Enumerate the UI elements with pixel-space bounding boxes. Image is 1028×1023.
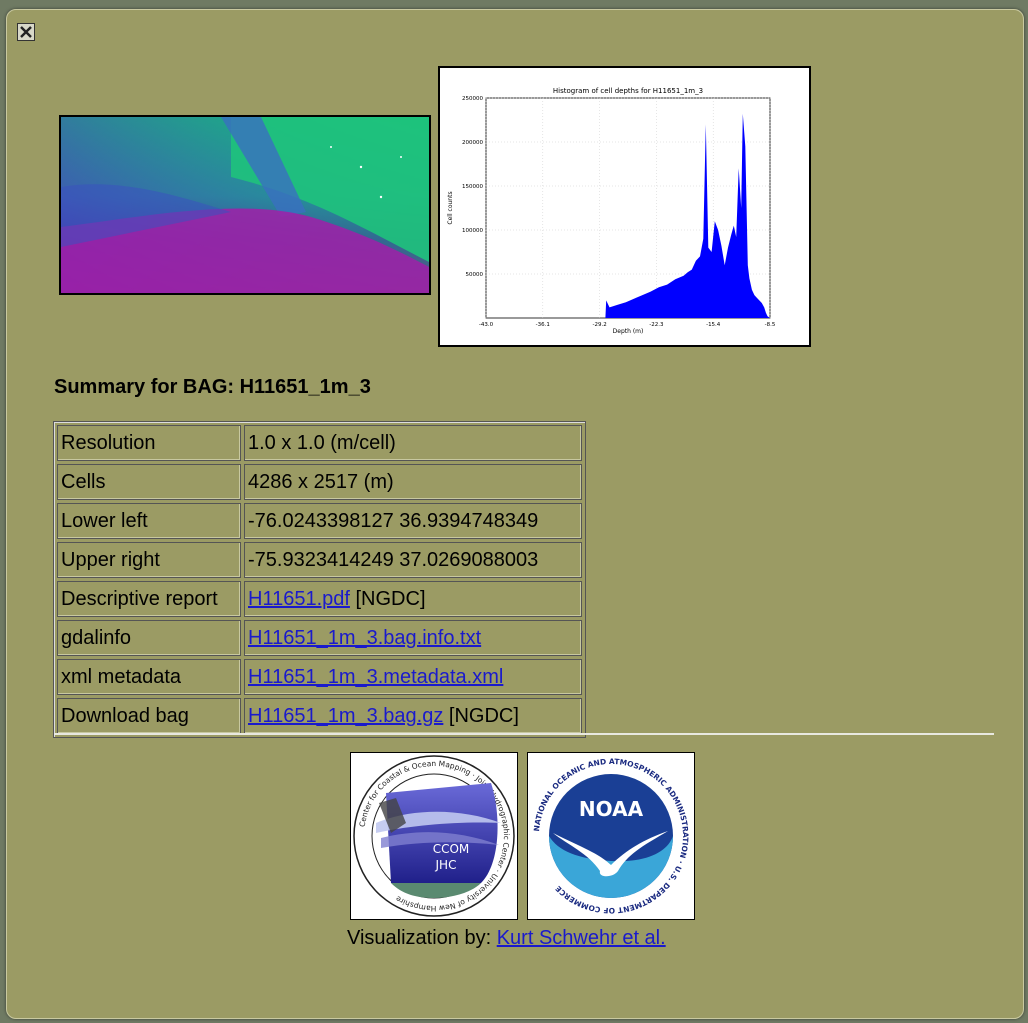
noaa-logo[interactable]: NATIONAL OCEANIC AND ATMOSPHERIC ADMINIS…	[527, 752, 695, 920]
info-popup: Histogram of cell depths for H11651_1m_3…	[6, 9, 1024, 1019]
x-tick-label: -22.3	[649, 322, 664, 328]
y-tick-label: 100000	[462, 228, 483, 234]
row-key: Descriptive report	[57, 581, 241, 617]
row-value: H11651_1m_3.metadata.xml	[244, 659, 582, 695]
row-value: H11651_1m_3.bag.info.txt	[244, 620, 582, 656]
table-row: Descriptive report H11651.pdf [NGDC]	[57, 581, 582, 617]
close-button[interactable]	[17, 23, 35, 41]
ccom-label: CCOM	[433, 842, 470, 856]
table-row: xml metadata H11651_1m_3.metadata.xml	[57, 659, 582, 695]
table-row: Download bag H11651_1m_3.bag.gz [NGDC]	[57, 698, 582, 734]
row-key: xml metadata	[57, 659, 241, 695]
summary-title: Summary for BAG: H11651_1m_3	[54, 376, 371, 398]
row-suffix: [NGDC]	[349, 587, 426, 610]
y-tick-label: 200000	[462, 140, 483, 146]
summary-table: Resolution 1.0 x 1.0 (m/cell) Cells 4286 x …	[53, 421, 586, 738]
row-key: Download bag	[57, 698, 241, 734]
table-row: Cells 4286 x 2517 (m)	[57, 464, 582, 500]
table-row: Resolution 1.0 x 1.0 (m/cell)	[57, 425, 582, 461]
row-suffix: [NGDC]	[443, 704, 519, 727]
y-tick-label: 150000	[462, 184, 483, 190]
row-link[interactable]: H11651_1m_3.bag.gz	[248, 704, 444, 727]
histogram-svg: Histogram of cell depths for H11651_1m_3…	[447, 87, 776, 335]
x-tick-label: -29.2	[592, 322, 606, 328]
depth-histogram-chart[interactable]: Histogram of cell depths for H11651_1m_3…	[438, 66, 811, 347]
row-value: 4286 x 2517 (m)	[244, 464, 582, 500]
histogram-area	[486, 113, 770, 318]
credit-link[interactable]: Kurt Schwehr et al.	[496, 927, 666, 949]
y-axis-label: Cell counts	[447, 191, 454, 224]
credit-line: Visualization by: Kurt Schwehr et al.	[347, 927, 666, 950]
y-tick-label: 50000	[466, 272, 484, 278]
noaa-logo-graphic: NATIONAL OCEANIC AND ATMOSPHERIC ADMINIS…	[531, 756, 691, 916]
row-value: -76.0243398127 36.9394748349	[244, 503, 582, 539]
row-value: -75.9323414249 37.0269088003	[244, 542, 582, 578]
ccom-jhc-logo-graphic: Center for Coastal & Ocean Mapping · Joi…	[353, 755, 515, 917]
x-tick-label: -15.4	[706, 322, 721, 328]
row-key: Resolution	[57, 425, 241, 461]
x-axis-label: Depth (m)	[613, 328, 644, 335]
row-key: gdalinfo	[57, 620, 241, 656]
row-value: 1.0 x 1.0 (m/cell)	[244, 425, 582, 461]
credit-prefix: Visualization by:	[347, 927, 497, 949]
row-link[interactable]: H11651_1m_3.bag.info.txt	[248, 626, 482, 649]
row-link[interactable]: H11651_1m_3.metadata.xml	[248, 665, 504, 688]
row-key: Lower left	[57, 503, 241, 539]
noaa-label: NOAA	[579, 797, 644, 821]
table-row: Lower left -76.0243398127 36.9394748349	[57, 503, 582, 539]
x-tick-label: -43.0	[479, 322, 494, 328]
x-tick-label: -8.5	[765, 322, 776, 328]
row-link[interactable]: H11651.pdf	[248, 587, 350, 610]
row-value: H11651.pdf [NGDC]	[244, 581, 582, 617]
table-row: gdalinfo H11651_1m_3.bag.info.txt	[57, 620, 582, 656]
y-tick-label: 250000	[462, 96, 483, 102]
table-row: Upper right -75.9323414249 37.0269088003	[57, 542, 582, 578]
bathymetry-preview-image[interactable]	[59, 115, 431, 295]
jhc-label: JHC	[435, 858, 457, 872]
close-icon	[20, 26, 32, 38]
row-value: H11651_1m_3.bag.gz [NGDC]	[244, 698, 582, 734]
row-key: Upper right	[57, 542, 241, 578]
x-tick-label: -36.1	[536, 322, 550, 328]
divider	[54, 733, 994, 735]
histogram-title: Histogram of cell depths for H11651_1m_3	[553, 87, 703, 95]
ccom-jhc-logo[interactable]: Center for Coastal & Ocean Mapping · Joi…	[350, 752, 518, 920]
row-key: Cells	[57, 464, 241, 500]
